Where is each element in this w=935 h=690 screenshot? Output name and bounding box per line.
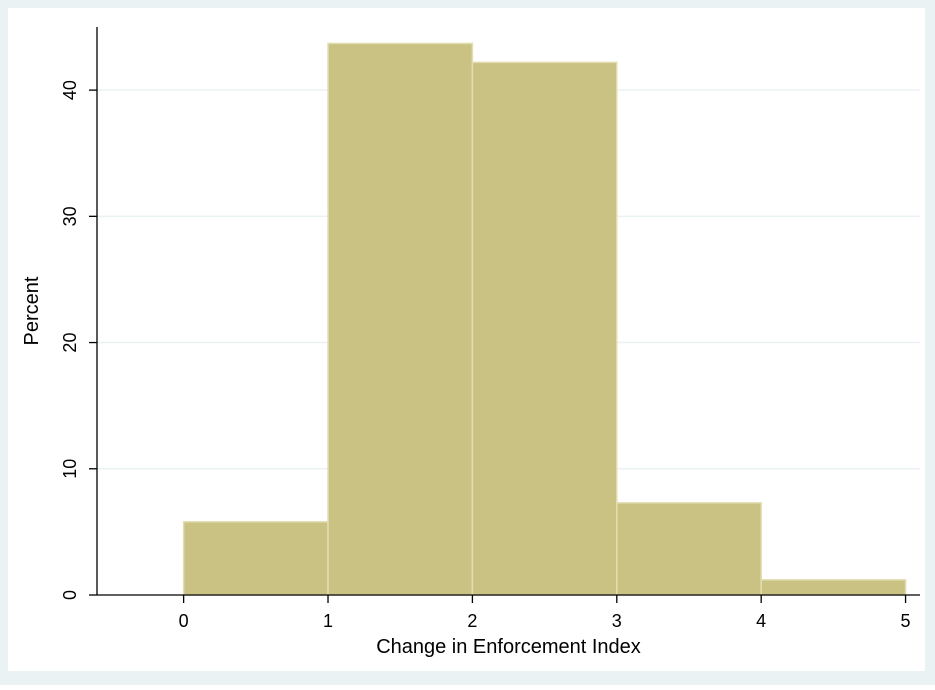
histogram-bar [616,502,762,596]
histogram-bar [760,579,907,596]
histogram-bar [471,61,618,596]
x-tick-label: 2 [467,611,477,631]
histogram-bar [327,42,474,596]
y-tick-labels: 0 10 20 30 40 [60,80,80,600]
y-tick-label: 0 [60,590,80,600]
x-tick-label: 3 [612,611,622,631]
x-axis-label: Change in Enforcement Index [376,636,641,658]
x-tick-label: 4 [756,611,766,631]
y-tick-label: 40 [60,80,80,100]
axes [89,27,920,603]
y-axis-label: Percent [21,276,43,345]
y-tick-label: 30 [60,206,80,226]
x-tick-label: 0 [179,611,189,631]
x-tick-labels: 0 1 2 3 4 5 [179,611,911,631]
x-tick-label: 1 [323,611,333,631]
y-tick-label: 10 [60,459,80,479]
histogram-bar [182,521,329,596]
y-tick-label: 20 [60,333,80,353]
x-tick-label: 5 [901,611,911,631]
